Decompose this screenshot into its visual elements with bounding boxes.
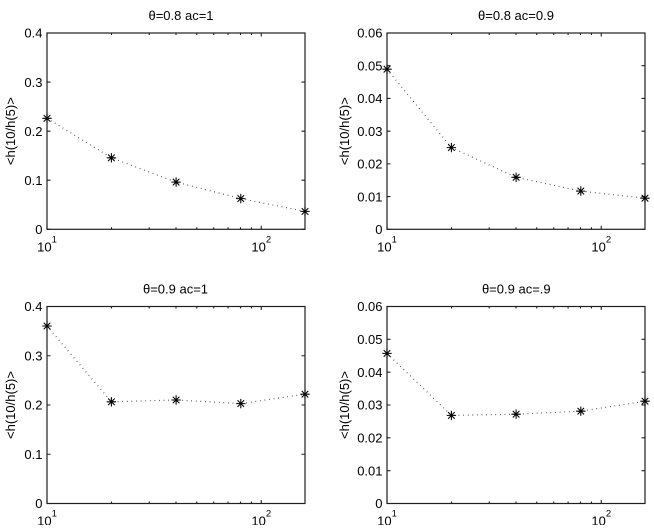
svg-text:0.06: 0.06 <box>357 299 382 314</box>
svg-text:0.3: 0.3 <box>24 348 42 363</box>
svg-text:0.04: 0.04 <box>357 365 382 380</box>
svg-text:0.2: 0.2 <box>24 398 42 413</box>
svg-text:θ=0.9 ac=1: θ=0.9 ac=1 <box>143 282 208 297</box>
svg-text:0.02: 0.02 <box>357 157 382 172</box>
svg-text:0.06: 0.06 <box>357 26 382 41</box>
svg-text:0.3: 0.3 <box>24 75 42 90</box>
svg-text:0.4: 0.4 <box>24 299 42 314</box>
svg-text:<h(10/h(5)>: <h(10/h(5)> <box>337 371 352 439</box>
svg-text:θ=0.9 ac=.9: θ=0.9 ac=.9 <box>482 282 551 297</box>
svg-text:θ=0.8 ac=0.9: θ=0.8 ac=0.9 <box>478 8 554 23</box>
svg-text:0.05: 0.05 <box>357 332 382 347</box>
svg-text:0.03: 0.03 <box>357 124 382 139</box>
svg-text:0: 0 <box>35 222 42 237</box>
svg-text:0.04: 0.04 <box>357 91 382 106</box>
svg-text:0: 0 <box>375 496 382 511</box>
svg-text:<h(10/h(5)>: <h(10/h(5)> <box>3 371 18 439</box>
svg-text:0.05: 0.05 <box>357 58 382 73</box>
svg-text:0.1: 0.1 <box>24 173 42 188</box>
svg-text:0.1: 0.1 <box>24 447 42 462</box>
svg-text:0.01: 0.01 <box>357 463 382 478</box>
svg-text:0: 0 <box>375 222 382 237</box>
svg-text:0.2: 0.2 <box>24 124 42 139</box>
svg-text:0.01: 0.01 <box>357 189 382 204</box>
svg-text:<h(10/h(5)>: <h(10/h(5)> <box>3 97 18 165</box>
svg-text:0.02: 0.02 <box>357 431 382 446</box>
svg-text:0: 0 <box>35 496 42 511</box>
svg-text:<h(10/h(5)>: <h(10/h(5)> <box>337 97 352 165</box>
svg-text:0.4: 0.4 <box>24 26 42 41</box>
svg-text:θ=0.8 ac=1: θ=0.8 ac=1 <box>148 8 213 23</box>
svg-text:0.03: 0.03 <box>357 398 382 413</box>
